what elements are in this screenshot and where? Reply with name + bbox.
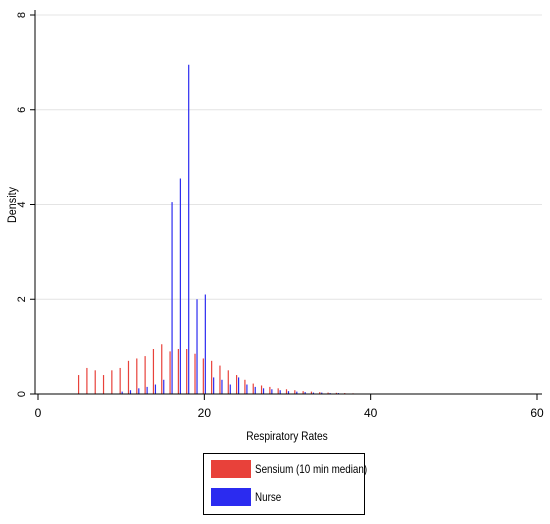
y-tick-label: 4 xyxy=(16,201,28,207)
legend-swatch-sensium xyxy=(211,460,251,478)
x-tick-label: 0 xyxy=(35,406,42,420)
x-tick-label: 40 xyxy=(364,406,378,420)
bars-layer xyxy=(77,64,373,394)
legend-item-sensium: Sensium (10 min median) xyxy=(211,459,392,479)
legend-label-sensium: Sensium (10 min median) xyxy=(255,462,368,476)
legend-item-nurse: Nurse xyxy=(211,487,287,507)
legend: Sensium (10 min median) Nurse xyxy=(203,453,367,515)
gridlines xyxy=(35,14,542,300)
legend-label-nurse: Nurse xyxy=(255,490,282,504)
y-tick-label: 8 xyxy=(16,12,28,18)
x-tick-label: 20 xyxy=(198,406,212,420)
y-tick-label: 6 xyxy=(16,107,28,113)
x-tick-label: 60 xyxy=(530,406,544,420)
axes xyxy=(34,10,542,395)
legend-swatch-nurse xyxy=(211,488,251,506)
y-tick-label: 0 xyxy=(16,391,28,397)
ticks: 0 2 4 6 8 0 20 40 60 xyxy=(16,12,544,420)
x-axis-label: Respiratory Rates xyxy=(246,430,328,443)
y-tick-label: 2 xyxy=(16,296,28,302)
y-axis-label: Density xyxy=(7,187,20,223)
